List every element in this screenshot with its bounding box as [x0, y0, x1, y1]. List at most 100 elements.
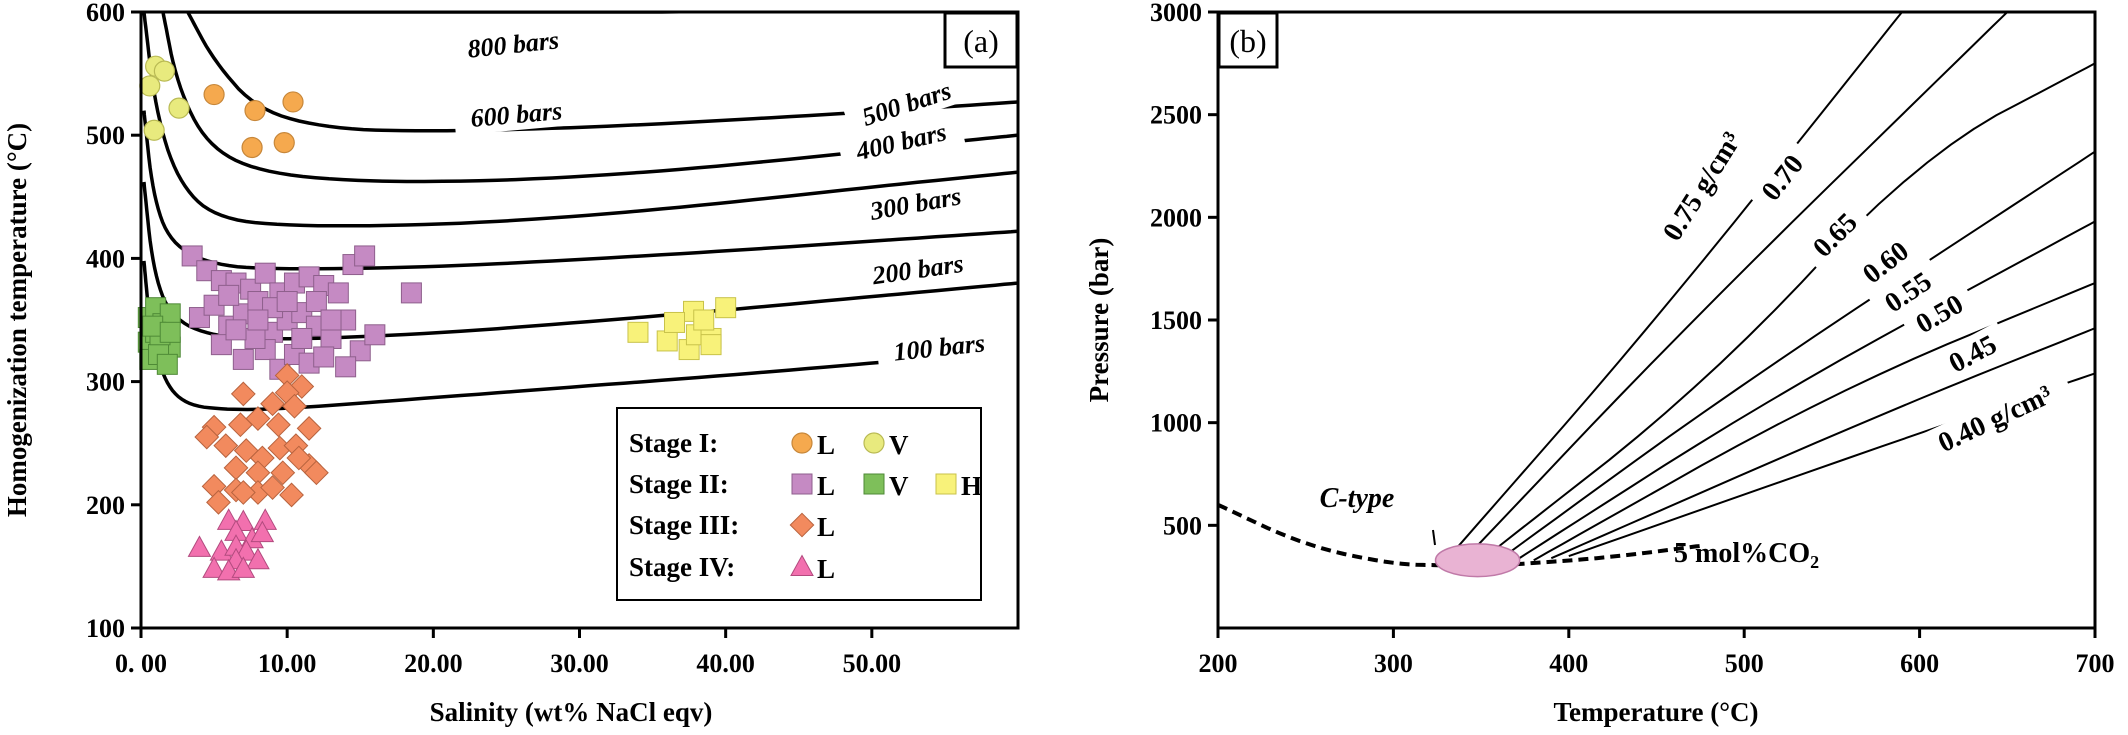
data-point	[225, 319, 247, 341]
data-point	[279, 482, 304, 508]
isobar-label-bg	[852, 178, 980, 230]
data-point	[354, 245, 376, 267]
isochore-label-group: 0.40 g/cm³	[1914, 369, 2075, 467]
data-point	[206, 489, 231, 515]
isobar-label-bg	[843, 70, 971, 138]
co2-label: 5 mol%CO2	[1674, 538, 1819, 572]
a-data-points	[137, 55, 737, 581]
b-y-tick-label: 500	[1163, 511, 1202, 540]
b-isochores: 0.75 g/cm³ 0.700.650.600.550.500.450.40 g…	[1445, 12, 2095, 562]
isochore-label-bg	[1899, 281, 1979, 345]
a-y-tick-label: 200	[86, 491, 125, 520]
data-point	[194, 424, 220, 450]
b-x-tick-label: 700	[2076, 649, 2115, 678]
data-point	[693, 309, 715, 331]
a-y-tick-label: 500	[86, 121, 125, 150]
legend-stage-label: Stage III:	[629, 510, 739, 540]
data-point	[265, 412, 291, 438]
data-point	[335, 356, 357, 378]
solvus-curve-left	[1217, 502, 1446, 568]
b-x-tick-label: 600	[1900, 649, 1939, 678]
legend-item-label: H	[961, 471, 982, 501]
b-x-ticks: 200 300 400 500 600 700	[1199, 628, 2115, 678]
data-point	[250, 520, 275, 543]
data-point	[156, 353, 178, 375]
b-y-tick-label: 1000	[1150, 409, 1202, 438]
data-point	[291, 327, 313, 349]
a-x-tick-label: 30.00	[550, 649, 609, 678]
data-point	[244, 327, 266, 349]
isochore-label: 0.40 g/cm³	[1933, 379, 2057, 459]
b-y-tick-label: 2000	[1150, 203, 1202, 232]
legend-item-label: V	[889, 471, 909, 501]
data-point	[234, 539, 259, 561]
data-point	[202, 556, 226, 578]
c-type-region	[1434, 543, 1521, 578]
legend-item-label: L	[817, 512, 835, 542]
isochore-line	[1480, 62, 2095, 561]
data-point	[159, 303, 181, 325]
legend-marker	[790, 554, 814, 576]
data-point	[313, 346, 335, 368]
isochore-line	[1515, 220, 2095, 562]
data-point	[305, 291, 327, 313]
a-y-tick-label: 100	[86, 614, 125, 643]
a-y-tick-label: 300	[86, 368, 125, 397]
data-point	[187, 535, 212, 557]
data-point	[320, 309, 342, 331]
data-point	[282, 91, 304, 113]
data-point	[230, 480, 256, 505]
data-point	[230, 381, 256, 407]
a-y-ticks: 100 200 300 400 500 600	[86, 0, 141, 643]
data-point	[142, 315, 164, 337]
data-point	[244, 99, 266, 122]
data-point	[327, 282, 349, 304]
a-legend-rows: Stage I: L V Stage II: L V H Stage III: L Stage I…	[629, 428, 982, 584]
legend-marker	[935, 473, 957, 495]
data-point	[153, 60, 175, 82]
b-panel-label-box	[1217, 11, 1279, 69]
data-point	[627, 321, 649, 343]
a-x-tick-label: 40.00	[696, 649, 755, 678]
data-point	[715, 297, 737, 319]
data-point	[276, 291, 298, 313]
isochore-label-bg	[1644, 108, 1758, 263]
isobar-label: 100 bars	[892, 328, 986, 366]
data-point	[270, 460, 296, 486]
legend-item-label: V	[889, 430, 909, 460]
c-type-label: C-type	[1320, 483, 1395, 514]
isobar-label-bg	[876, 326, 1003, 370]
legend-item-label: L	[817, 430, 835, 460]
a-x-tick-label: 0. 00	[115, 649, 167, 678]
isobar-label-group: 600 bars	[453, 94, 580, 136]
data-point	[213, 433, 239, 459]
isochore-line	[1533, 282, 2095, 562]
data-point	[168, 97, 190, 119]
data-point	[143, 119, 165, 141]
data-point	[254, 262, 276, 284]
isochore-label-bg	[1868, 257, 1947, 325]
data-point	[286, 445, 312, 471]
data-point	[296, 416, 322, 441]
solvus-curve-right	[1498, 543, 1701, 568]
b-solvus	[1217, 502, 1701, 578]
b-y-ticks: 500 1000 1500 2000 2500 3000	[1150, 0, 1218, 540]
isochore-label-group: 0.70	[1746, 138, 1817, 216]
data-point	[273, 131, 295, 154]
legend-stage-label: Stage II:	[629, 469, 729, 499]
legend-item-label: L	[817, 554, 835, 584]
data-point	[203, 83, 225, 106]
legend-marker	[791, 432, 813, 454]
a-x-ticks: 0. 00 10.00 20.00 30.00 40.00 50.00	[115, 628, 901, 678]
a-x-tick-label: 10.00	[258, 649, 317, 678]
data-point	[260, 475, 285, 500]
b-x-tick-label: 200	[1199, 649, 1238, 678]
isobar-label-group: 100 bars	[876, 326, 1003, 370]
data-point	[664, 311, 686, 333]
data-point	[231, 556, 256, 578]
data-point	[247, 309, 269, 331]
isochore-label-bg	[1914, 369, 2075, 467]
isobar-line	[142, 181, 1018, 341]
legend-item-label: L	[817, 471, 835, 501]
